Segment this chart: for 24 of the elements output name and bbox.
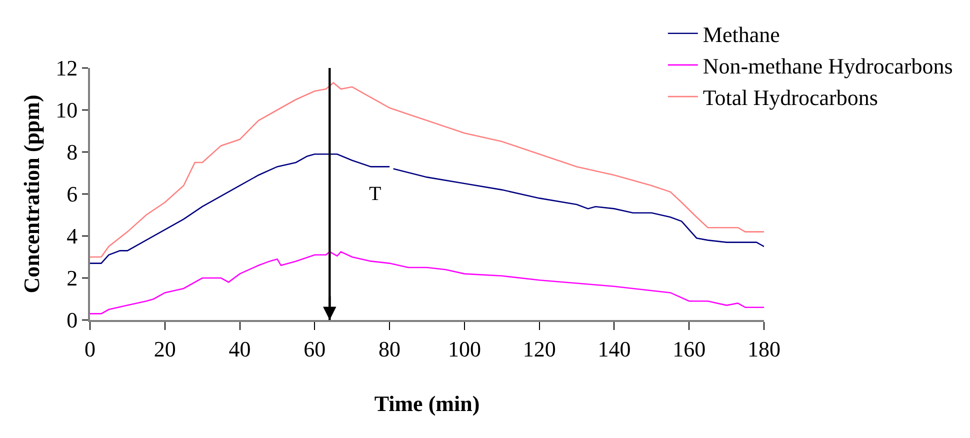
legend-label: Total Hydrocarbons	[702, 85, 878, 110]
y-tick-label: 2	[66, 266, 78, 291]
x-tick-label: 160	[672, 336, 706, 362]
ref-line-label: T	[369, 183, 382, 205]
y-tick-label: 6	[66, 182, 78, 207]
x-tick-label: 180	[748, 336, 780, 362]
y-tick-label: 8	[66, 140, 78, 165]
y-tick-label: 4	[66, 224, 78, 249]
x-tick-label: 40	[228, 336, 251, 362]
legend-label: Non-methane Hydrocarbons	[702, 54, 953, 79]
x-tick-label: 60	[304, 336, 326, 362]
y-tick-label: 10	[56, 98, 78, 123]
x-tick-label: 120	[522, 336, 556, 362]
x-tick-label: 80	[378, 336, 401, 362]
y-tick-label: 0	[66, 308, 78, 333]
x-axis-title: Time (min)	[374, 390, 480, 416]
x-tick-label: 0	[84, 336, 96, 362]
line-series	[90, 251, 764, 314]
x-tick-label: 20	[154, 336, 176, 362]
legend-label: Methane	[702, 22, 780, 47]
y-tick-label: 12	[56, 56, 78, 81]
x-tick-label: 140	[598, 336, 631, 362]
y-axis-title: Concentration (ppm)	[18, 94, 44, 294]
x-tick-label: 100	[448, 336, 481, 362]
